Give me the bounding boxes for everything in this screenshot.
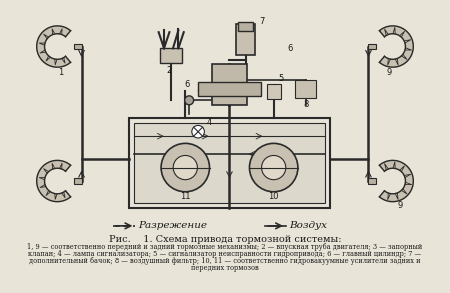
Text: 3: 3 xyxy=(196,84,202,93)
Bar xyxy=(161,48,182,63)
Text: 9: 9 xyxy=(397,201,402,210)
Circle shape xyxy=(184,96,194,105)
Bar xyxy=(236,24,256,55)
Text: 5: 5 xyxy=(279,74,284,83)
Text: 11: 11 xyxy=(180,192,190,201)
Bar xyxy=(368,44,376,49)
Polygon shape xyxy=(37,26,71,67)
Bar xyxy=(238,22,253,31)
Bar xyxy=(198,82,261,96)
Text: 6: 6 xyxy=(184,80,190,89)
Text: 8: 8 xyxy=(303,100,308,109)
Text: 7: 7 xyxy=(259,17,265,26)
Text: клапан; 4 — лампа сигнализатора; 5 — сигнализатор неисправности гидропривода; 6 : клапан; 4 — лампа сигнализатора; 5 — сиг… xyxy=(28,250,422,258)
Text: передних тормозов: передних тормозов xyxy=(191,263,259,272)
Bar xyxy=(267,84,282,98)
Text: Разрежение: Разрежение xyxy=(138,221,207,230)
Text: 10: 10 xyxy=(268,192,279,201)
Bar xyxy=(295,80,316,98)
Text: дополнительный бачок; 8 — воздушный фильтр; 10, 11 — соответственно гидровакуумн: дополнительный бачок; 8 — воздушный филь… xyxy=(29,257,421,265)
Bar xyxy=(74,178,82,184)
Bar xyxy=(129,118,330,208)
Bar xyxy=(134,123,325,203)
Text: Воздух: Воздух xyxy=(288,221,327,230)
Text: 4: 4 xyxy=(207,117,212,127)
Circle shape xyxy=(261,156,286,180)
Polygon shape xyxy=(379,26,413,67)
Circle shape xyxy=(173,156,198,180)
Polygon shape xyxy=(37,160,71,202)
Text: 1: 1 xyxy=(58,68,63,77)
Text: Рис.    1. Схема привода тормозной системы:: Рис. 1. Схема привода тормозной системы: xyxy=(109,235,341,244)
Text: 1, 9 — соответственно передний и задний тормозные механизмы; 2 — впускная труба : 1, 9 — соответственно передний и задний … xyxy=(27,243,423,251)
Circle shape xyxy=(161,143,210,192)
Circle shape xyxy=(249,143,298,192)
Bar xyxy=(212,64,248,105)
Text: 6: 6 xyxy=(288,44,293,53)
Polygon shape xyxy=(379,160,413,202)
Bar xyxy=(74,44,82,49)
Circle shape xyxy=(192,125,204,138)
Text: 2: 2 xyxy=(166,67,172,75)
Text: 9: 9 xyxy=(387,68,392,77)
Bar xyxy=(368,178,376,184)
